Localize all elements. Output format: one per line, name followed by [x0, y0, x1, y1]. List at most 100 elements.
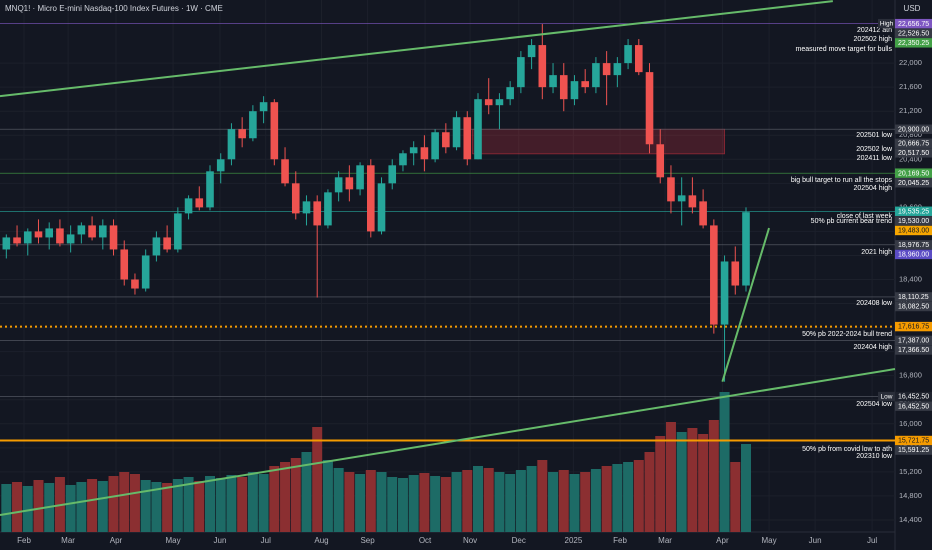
- x-tick-label: Mar: [658, 536, 672, 545]
- annotation: 202504 low: [856, 401, 893, 408]
- volume-bar: [526, 466, 537, 532]
- candle-body: [270, 102, 279, 160]
- volume-bar: [698, 434, 709, 532]
- candle-body: [313, 201, 322, 226]
- volume-bar: [322, 460, 333, 532]
- volume-bar: [419, 473, 430, 532]
- x-tick-label: Sep: [360, 536, 375, 545]
- price-tag-label: 20,045.25: [898, 180, 929, 187]
- volume-bar: [612, 464, 623, 532]
- x-tick-label: 2025: [565, 536, 583, 545]
- volume-bar: [355, 474, 366, 532]
- volume-bar: [408, 475, 419, 532]
- x-tick-label: Feb: [17, 536, 31, 545]
- volume-bar: [687, 428, 698, 532]
- price-tag: [895, 148, 932, 158]
- trendline: [0, 0, 833, 98]
- candle-body: [688, 195, 697, 208]
- candle-body: [699, 201, 707, 226]
- price-tag: [895, 292, 932, 302]
- volume-bar: [590, 469, 601, 532]
- volume-bar: [301, 452, 312, 532]
- candle-body: [281, 159, 289, 184]
- volume-bar: [87, 479, 98, 532]
- candle-body: [538, 45, 547, 88]
- volume-bar: [344, 472, 355, 532]
- volume-bar: [387, 477, 398, 532]
- y-tick-label: 21,600: [899, 82, 922, 91]
- price-tag-label: 18,960.00: [898, 252, 929, 259]
- candle-body: [377, 183, 386, 232]
- price-tag-label: 22,350.25: [898, 40, 929, 47]
- candle-body: [677, 195, 686, 202]
- price-tag-label: 22,526.50: [898, 30, 929, 37]
- y-tick-label: 18,400: [899, 274, 922, 283]
- annotation: 202502 low: [856, 146, 893, 153]
- volume-bar: [226, 475, 237, 532]
- x-tick-label: May: [165, 536, 180, 545]
- volume-bar: [730, 462, 741, 532]
- volume-bar: [258, 474, 269, 532]
- volume-bar: [665, 422, 676, 532]
- price-tag: [895, 240, 932, 250]
- price-tag-label: 17,616.75: [898, 324, 929, 331]
- volume-bar: [430, 476, 441, 532]
- y-tick-label: 22,000: [899, 58, 922, 67]
- candle-body: [592, 63, 600, 88]
- volume-bar: [451, 472, 462, 532]
- volume-bar: [237, 477, 248, 532]
- annotation: 202310 low: [856, 453, 893, 460]
- annotation: 202411 low: [857, 155, 893, 162]
- y-tick-label: 14,400: [899, 515, 922, 524]
- volume-bar: [151, 482, 162, 532]
- price-tag: [895, 206, 932, 216]
- annotation: 202408 low: [856, 300, 893, 307]
- price-tag: [895, 321, 932, 332]
- candle-body: [645, 72, 654, 145]
- candle-body: [602, 63, 611, 76]
- volume-bar: [247, 472, 258, 532]
- volume-bar: [601, 466, 612, 532]
- price-tag-label: 15,721.75: [898, 438, 929, 445]
- x-tick-label: Nov: [463, 536, 477, 545]
- annotation: 202404 high: [853, 344, 892, 351]
- candle-body: [184, 198, 193, 214]
- candle-body: [216, 159, 225, 172]
- candle-body: [66, 234, 75, 244]
- candle-body: [581, 81, 589, 88]
- price-tag: [895, 216, 932, 226]
- x-tick-label: Jun: [809, 536, 822, 545]
- annotation: measured move target for bulls: [796, 46, 893, 53]
- volume-bar: [558, 470, 569, 532]
- x-tick-label: Aug: [314, 536, 328, 545]
- volume-bar: [22, 486, 33, 532]
- volume-bar: [172, 479, 183, 532]
- price-tag-label: 19,530.00: [898, 218, 929, 225]
- price-tag-label: 19,535.25: [898, 208, 929, 215]
- volume-bar: [708, 420, 719, 532]
- candle-body: [141, 255, 150, 289]
- candle-body: [120, 249, 129, 280]
- price-tag: [895, 225, 932, 236]
- volume-bar: [548, 472, 559, 532]
- volume-bar: [12, 482, 23, 532]
- candle-body: [23, 231, 32, 244]
- price-tag: [895, 249, 932, 260]
- zone: [472, 128, 725, 155]
- volume-bar: [140, 480, 151, 532]
- candle-body: [463, 117, 472, 160]
- currency: USD: [904, 4, 921, 13]
- annotation: 50% pb current bear trend: [811, 218, 892, 225]
- y-tick-label: 16,800: [899, 371, 922, 380]
- y-tick-label: 14,800: [899, 491, 922, 500]
- candle-body: [88, 225, 96, 238]
- candle-body: [227, 129, 236, 160]
- volume-bar: [97, 481, 108, 532]
- candle-body: [495, 99, 504, 106]
- volume-bar: [205, 476, 216, 532]
- volume-bar: [333, 468, 344, 532]
- annotation: 2021 high: [861, 249, 892, 256]
- price-tag-name-bg: [878, 391, 895, 402]
- candle-body: [34, 231, 43, 238]
